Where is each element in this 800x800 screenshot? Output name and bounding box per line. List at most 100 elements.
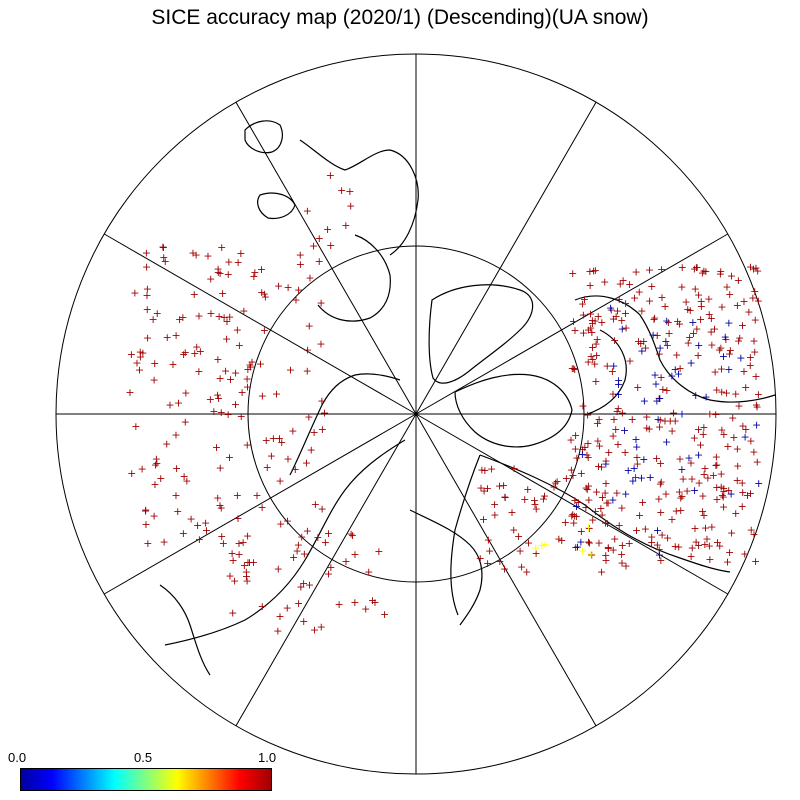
marker-alaska: + [500, 563, 509, 576]
marker-north-america: + [656, 414, 665, 427]
marker-east-asia: + [364, 566, 373, 579]
marker-north-america: + [652, 452, 661, 465]
marker-north-america: + [612, 486, 621, 499]
marker-north-america: + [579, 308, 588, 321]
marker-north-america: + [749, 445, 758, 458]
marker-eurasia: + [179, 470, 188, 483]
coastline-canada-archipelago [454, 373, 573, 448]
marker-eurasia: + [218, 287, 227, 300]
marker-north-america: + [711, 408, 720, 421]
marker-north-america: + [615, 519, 624, 532]
marker-alaska: + [584, 536, 593, 549]
marker-north-america: + [738, 500, 747, 513]
marker-north-america: + [753, 400, 762, 413]
coastline-britain [244, 120, 283, 154]
marker-eurasia: + [275, 432, 284, 445]
marker-north-america: + [726, 344, 735, 357]
marker-eurasia: + [216, 462, 225, 475]
marker-north-america: + [751, 555, 760, 568]
marker-alaska: + [530, 498, 539, 511]
marker-north-america: + [748, 291, 757, 304]
marker-eurasia: + [192, 341, 201, 354]
accuracy-markers: + + + + + + + + + + + + + + + + + + + + + + + + + + + + + + + + + + + + + + + +… [125, 169, 763, 637]
marker-low-accuracy: + [694, 339, 703, 352]
marker-eurasia: + [143, 282, 152, 295]
marker-eurasia: + [136, 346, 145, 359]
marker-north-america: + [746, 434, 755, 447]
marker-eurasia: + [179, 527, 188, 540]
marker-north-america: + [657, 263, 666, 276]
marker-east-asia: + [228, 554, 237, 567]
marker-north-america: + [697, 300, 706, 313]
marker-eurasia: + [257, 263, 266, 276]
marker-eurasia: + [190, 288, 199, 301]
marker-north-america: + [700, 538, 709, 551]
marker-north-america: + [743, 489, 752, 502]
marker-north-america: + [592, 486, 601, 499]
marker-north-america: + [593, 434, 602, 447]
marker-alaska: + [514, 530, 523, 543]
marker-eurasia: + [214, 266, 223, 279]
marker-north-america: + [733, 442, 742, 455]
marker-north-america: + [617, 314, 626, 327]
marker-eurasia: + [161, 255, 170, 268]
marker-low-accuracy: + [655, 392, 664, 405]
marker-north-america: + [707, 325, 716, 338]
marker-north-america: + [585, 265, 594, 278]
marker-north-america: + [617, 557, 626, 570]
marker-north-america: + [675, 453, 684, 466]
marker-north-america: + [664, 327, 673, 340]
marker-north-america: + [610, 334, 619, 347]
marker-east-asia: + [299, 615, 308, 628]
marker-north-america: + [590, 314, 599, 327]
marker-north-america: + [739, 295, 748, 308]
marker-low-accuracy: + [667, 370, 676, 383]
marker-eurasia: + [217, 406, 226, 419]
marker-east-asia: + [283, 601, 292, 614]
marker-eurasia: + [141, 504, 150, 517]
marker-eurasia: + [213, 492, 222, 505]
marker-north-america: + [594, 413, 603, 426]
marker-north-america: + [699, 428, 708, 441]
marker-low-accuracy: + [694, 448, 703, 461]
marker-north-america: + [614, 402, 623, 415]
marker-north-america: + [588, 341, 597, 354]
marker-eurasia: + [174, 397, 183, 410]
marker-eurasia: + [245, 359, 254, 372]
marker-north-america: + [696, 313, 705, 326]
marker-north-america: + [712, 383, 721, 396]
marker-eurasia: + [193, 519, 202, 532]
marker-north-america: + [724, 484, 733, 497]
marker-north-america: + [609, 313, 618, 326]
marker-north-america: + [698, 266, 707, 279]
marker-north-america: + [657, 371, 666, 384]
marker-low-accuracy: + [601, 457, 610, 470]
marker-eurasia: + [143, 303, 152, 316]
marker-east-asia: + [321, 536, 330, 549]
marker-alaska: + [479, 485, 488, 498]
marker-north-america: + [610, 532, 619, 545]
marker-north-america: + [661, 488, 670, 501]
marker-north-america: + [588, 314, 597, 327]
marker-eurasia: + [269, 432, 278, 445]
marker-eurasia: + [196, 345, 205, 358]
marker-north-america: + [705, 408, 714, 421]
marker-north-america: + [738, 319, 747, 332]
marker-north-america: + [632, 451, 641, 464]
marker-eurasia: + [261, 291, 270, 304]
marker-north-america: + [625, 278, 634, 291]
marker-eurasia: + [236, 247, 245, 260]
marker-north-america: + [590, 358, 599, 371]
marker-north-america: + [616, 277, 625, 290]
marker-north-america: + [717, 481, 726, 494]
marker-north-america: + [725, 348, 734, 361]
marker-east-asia: + [225, 570, 234, 583]
marker-north-america: + [622, 322, 631, 335]
marker-east-asia: + [240, 559, 249, 572]
marker-alaska: + [582, 481, 591, 494]
marker-eurasia: + [135, 364, 144, 377]
marker-north-america: + [637, 305, 646, 318]
marker-north-america: + [703, 472, 712, 485]
marker-eurasia: + [206, 307, 215, 320]
marker-north-america: + [719, 428, 728, 441]
